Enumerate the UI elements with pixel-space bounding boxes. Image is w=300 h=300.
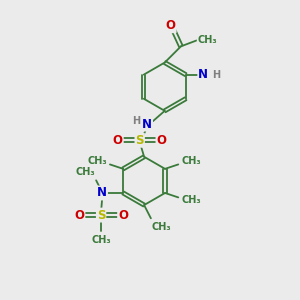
Text: H: H — [212, 70, 220, 80]
Text: S: S — [97, 208, 105, 222]
Text: H: H — [132, 116, 140, 126]
Text: N: N — [97, 187, 107, 200]
Text: O: O — [118, 208, 128, 222]
Text: O: O — [157, 134, 167, 147]
Text: CH₃: CH₃ — [181, 195, 201, 205]
Text: O: O — [74, 208, 84, 222]
Text: N: N — [198, 68, 208, 81]
Text: O: O — [112, 134, 123, 147]
Text: CH₃: CH₃ — [88, 156, 107, 166]
Text: O: O — [166, 19, 176, 32]
Text: CH₃: CH₃ — [152, 222, 172, 232]
Text: CH₃: CH₃ — [76, 167, 95, 177]
Text: CH₃: CH₃ — [91, 235, 111, 245]
Text: CH₃: CH₃ — [181, 156, 201, 166]
Text: CH₃: CH₃ — [198, 35, 217, 45]
Text: S: S — [135, 134, 144, 147]
Text: N: N — [142, 118, 152, 130]
